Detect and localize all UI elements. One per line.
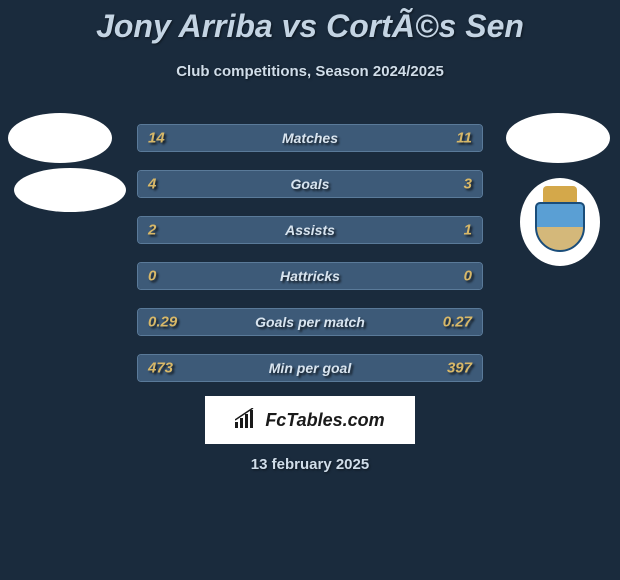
stat-value-left: 473	[148, 360, 173, 377]
stat-value-left: 0	[148, 268, 156, 285]
stat-value-right: 0.27	[443, 314, 472, 331]
stat-value-right: 397	[447, 360, 472, 377]
logo-text: FcTables.com	[265, 410, 384, 431]
player1-avatar-1	[8, 113, 112, 163]
stat-label: Matches	[282, 130, 338, 146]
stat-value-left: 2	[148, 222, 156, 239]
stat-row: 2 Assists 1	[137, 216, 483, 244]
stat-value-left: 0.29	[148, 314, 177, 331]
stat-row: 0 Hattricks 0	[137, 262, 483, 290]
chart-icon	[235, 408, 259, 433]
stat-label: Assists	[285, 222, 335, 238]
subtitle: Club competitions, Season 2024/2025	[0, 63, 620, 80]
team-badge	[520, 178, 600, 266]
page-title: Jony Arriba vs CortÃ©s Sen	[0, 0, 620, 45]
stat-row: 14 Matches 11	[137, 124, 483, 152]
stat-value-right: 3	[464, 176, 472, 193]
stat-label: Hattricks	[280, 268, 340, 284]
stat-row: 473 Min per goal 397	[137, 354, 483, 382]
crown-icon	[543, 186, 577, 202]
stat-fill-right	[334, 171, 482, 197]
stat-value-left: 4	[148, 176, 156, 193]
stat-row: 4 Goals 3	[137, 170, 483, 198]
stat-value-right: 11	[456, 130, 472, 147]
fctables-logo: FcTables.com	[205, 396, 415, 444]
date-text: 13 february 2025	[251, 456, 369, 473]
stat-label: Goals	[291, 176, 330, 192]
stats-container: 14 Matches 11 4 Goals 3 2 Assists 1 0 Hattricks 0 0.…	[137, 124, 483, 400]
stat-label: Goals per match	[255, 314, 365, 330]
stat-value-right: 0	[464, 268, 472, 285]
shield-icon	[535, 202, 585, 252]
player2-avatar	[506, 113, 610, 163]
stat-value-right: 1	[464, 222, 472, 239]
player1-avatar-2	[14, 168, 126, 212]
stat-label: Min per goal	[269, 360, 351, 376]
stat-row: 0.29 Goals per match 0.27	[137, 308, 483, 336]
stat-value-left: 14	[148, 130, 165, 147]
